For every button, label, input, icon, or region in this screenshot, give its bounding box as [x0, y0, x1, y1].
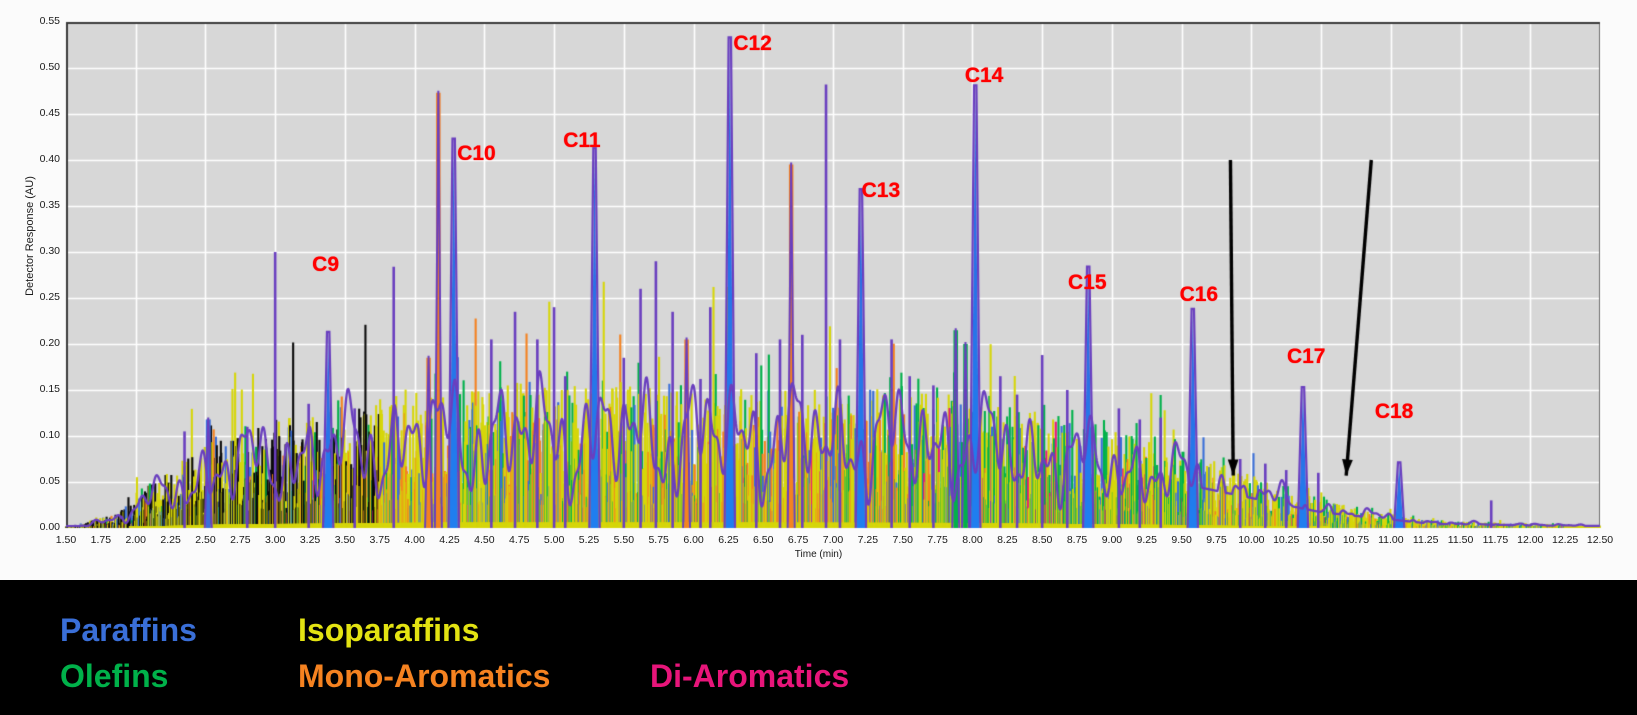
- y-tick-label: 0.45: [39, 107, 60, 119]
- x-tick-label: 6.00: [683, 534, 704, 546]
- x-tick-label: 11.25: [1412, 534, 1439, 546]
- peak-label-c11: C11: [563, 128, 601, 152]
- x-tick-label: 9.75: [1206, 534, 1227, 546]
- x-tick-label: 4.50: [474, 534, 495, 546]
- x-tick-label: 10.25: [1273, 534, 1300, 546]
- y-tick-label: 0.55: [39, 15, 60, 27]
- peak-label-c16: C16: [1179, 283, 1219, 307]
- peak-label-c13: C13: [861, 179, 901, 203]
- x-tick-label: 7.00: [822, 534, 844, 546]
- x-tick-label: 6.25: [718, 534, 739, 546]
- x-tick-label: 7.50: [892, 534, 913, 546]
- x-tick-label: 5.00: [543, 534, 565, 546]
- x-tick-label: 6.75: [787, 534, 809, 546]
- legend-item-di-aromatics[interactable]: Di-Aromatics: [650, 658, 850, 694]
- legend-panel: Paraffins Isoparaffins Olefins Mono-Aromati…: [0, 580, 1637, 715]
- peak-label-c14: C14: [964, 64, 1004, 88]
- peak-label-c12: C12: [733, 32, 772, 55]
- x-tick-label: 12.25: [1551, 534, 1579, 546]
- x-tick-label: 12.00: [1517, 534, 1544, 546]
- x-tick-label: 3.00: [264, 534, 286, 546]
- legend-item-paraffins[interactable]: Paraffins: [60, 612, 197, 648]
- y-tick-label: 0.25: [39, 291, 60, 303]
- x-tick-label: 10.50: [1307, 534, 1335, 546]
- x-tick-label: 2.50: [195, 534, 216, 546]
- chromatogram-canvas[interactable]: [0, 0, 1637, 580]
- x-tick-label: 2.00: [125, 534, 146, 546]
- x-tick-label: 9.25: [1136, 534, 1157, 546]
- y-tick-label: 0.10: [39, 429, 60, 441]
- x-axis-title: Time (min): [794, 549, 843, 560]
- peak-label-c17: C17: [1286, 344, 1326, 368]
- y-tick-label: 0.50: [39, 61, 60, 73]
- x-tick-label: 11.50: [1447, 534, 1474, 546]
- x-tick-label: 9.50: [1171, 534, 1192, 546]
- x-tick-label: 10.75: [1342, 534, 1370, 546]
- x-tick-label: 10.00: [1238, 534, 1265, 546]
- chromatogram-panel: Detector Response (AU) Time (min) 0.00 0.…: [0, 0, 1637, 580]
- x-tick-label: 3.50: [334, 534, 356, 546]
- y-tick-label: 0.20: [39, 337, 60, 349]
- peak-label-c18: C18: [1374, 400, 1414, 423]
- x-tick-label: 3.25: [299, 534, 321, 546]
- x-tick-label: 5.75: [648, 534, 669, 546]
- x-tick-label: 3.75: [369, 534, 390, 546]
- x-tick-label: 8.75: [1066, 534, 1088, 546]
- y-tick-label: 0.35: [39, 199, 60, 211]
- y-tick-label: 0.40: [39, 153, 60, 165]
- x-tick-label: 8.00: [962, 534, 983, 546]
- x-tick-label: 2.25: [160, 534, 181, 546]
- peak-label-c15: C15: [1068, 271, 1107, 295]
- x-tick-label: 7.75: [927, 534, 948, 546]
- y-tick-label: 0.05: [39, 475, 60, 487]
- x-tick-label: 7.25: [857, 534, 879, 546]
- y-tick-label: 0.30: [39, 245, 60, 257]
- peak-label-c9: C9: [312, 252, 340, 276]
- x-tick-label: 5.25: [578, 534, 600, 546]
- x-tick-label: 1.75: [90, 534, 112, 546]
- x-tick-label: 11.00: [1378, 534, 1404, 546]
- legend-item-olefins[interactable]: Olefins: [60, 658, 169, 694]
- x-tick-label: 8.50: [1031, 534, 1053, 546]
- x-tick-label: 8.25: [997, 534, 1018, 546]
- legend-item-mono-aromatics[interactable]: Mono-Aromatics: [298, 658, 551, 694]
- legend-item-isoparaffins[interactable]: Isoparaffins: [298, 612, 480, 648]
- x-tick-label: 4.75: [509, 534, 530, 546]
- x-tick-label: 12.50: [1586, 534, 1614, 546]
- x-tick-label: 9.00: [1101, 534, 1123, 546]
- x-tick-label: 1.50: [55, 534, 77, 546]
- x-tick-label: 4.25: [439, 534, 460, 546]
- y-tick-label: 0.00: [39, 521, 60, 533]
- x-tick-label: 11.75: [1482, 534, 1509, 546]
- x-tick-label: 2.75: [230, 534, 251, 546]
- y-tick-label: 0.15: [39, 383, 60, 395]
- x-tick-label: 4.00: [404, 534, 425, 546]
- x-tick-label: 6.50: [753, 534, 774, 546]
- peak-label-c10: C10: [457, 142, 496, 166]
- x-tick-label: 5.50: [613, 534, 635, 546]
